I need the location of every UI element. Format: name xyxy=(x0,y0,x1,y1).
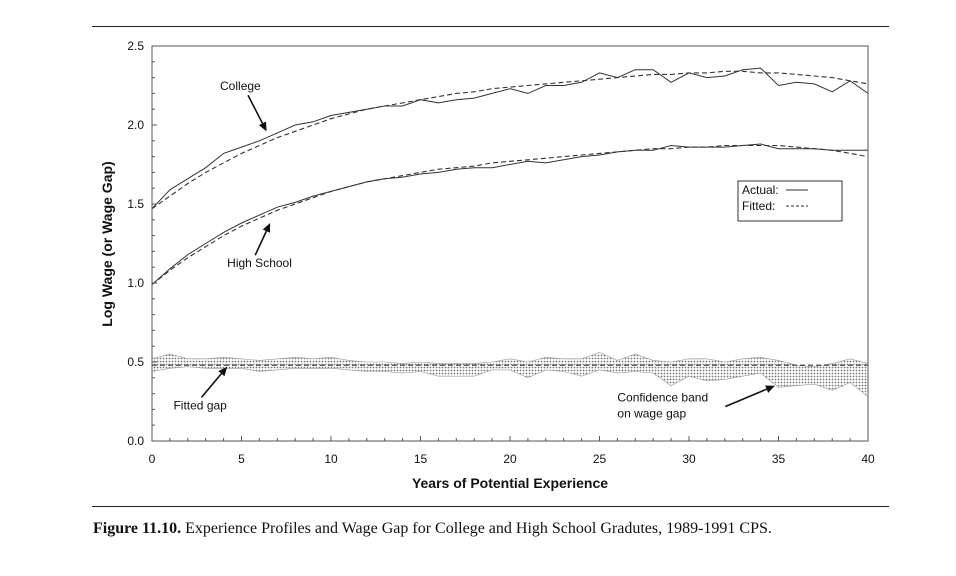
plot-frame xyxy=(151,45,869,442)
college-arrow xyxy=(247,94,264,124)
y-tick-label: 1.5 xyxy=(127,197,144,211)
legend-box xyxy=(737,180,843,222)
fitted-gap-arrow xyxy=(200,373,223,398)
confidence-band-lower xyxy=(151,366,869,398)
bottom-rule xyxy=(92,506,889,507)
x-tick-label: 0 xyxy=(149,452,156,466)
legend-label-actual: Actual: xyxy=(742,183,779,197)
legend: Actual: Fitted: xyxy=(737,180,843,222)
college-arrowhead xyxy=(258,121,267,132)
high-school-arrowhead xyxy=(262,222,271,233)
college-actual-line xyxy=(151,67,869,210)
y-tick-label: 1.0 xyxy=(127,276,144,290)
y-axis-label: Log Wage (or Wage Gap) xyxy=(99,161,115,326)
fitted-gap-arrowhead xyxy=(218,366,228,377)
figure-caption: Figure 11.10. Experience Profiles and Wa… xyxy=(93,519,893,538)
x-tick-label: 10 xyxy=(324,452,338,466)
y-tick-label: 0.5 xyxy=(127,355,144,369)
confidence-band-annotation-line2: on wage gap xyxy=(617,407,686,421)
x-axis-label: Years of Potential Experience xyxy=(412,475,608,491)
y-tick-label: 2.5 xyxy=(127,39,144,53)
caption-label: Figure 11.10. xyxy=(93,520,182,537)
x-tick-label: 25 xyxy=(593,452,607,466)
x-tick-label: 30 xyxy=(682,452,696,466)
x-tick-label: 35 xyxy=(772,452,786,466)
x-tick-label: 40 xyxy=(861,452,875,466)
college-fitted-line xyxy=(151,70,869,210)
legend-label-fitted: Fitted: xyxy=(742,199,775,213)
confidence-band-upper xyxy=(151,352,869,368)
x-tick-label: 15 xyxy=(414,452,428,466)
confidence-band xyxy=(152,352,868,397)
top-rule xyxy=(92,26,889,27)
confidence-band-annotation: Confidence band xyxy=(617,391,708,405)
y-tick-label: 2.0 xyxy=(127,118,144,132)
fitted-gap-annotation: Fitted gap xyxy=(173,398,227,412)
x-tick-label: 20 xyxy=(503,452,517,466)
high-school-annotation: High School xyxy=(227,256,292,270)
confidence-band-arrowhead xyxy=(765,385,775,393)
confidence-band-arrow xyxy=(725,388,767,408)
caption-text: Experience Profiles and Wage Gap for Col… xyxy=(185,520,772,537)
experience-profile-chart: 0 5 10 15 20 25 30 35 40 0.0 0.5 1.0 1.5 2.0 2.5 Colle… xyxy=(99,39,875,491)
college-annotation: College xyxy=(220,79,261,93)
high-school-fitted-line xyxy=(151,144,869,286)
y-tick-label: 0.0 xyxy=(127,434,144,448)
high-school-arrow xyxy=(254,230,268,256)
x-tick-label: 5 xyxy=(238,452,245,466)
